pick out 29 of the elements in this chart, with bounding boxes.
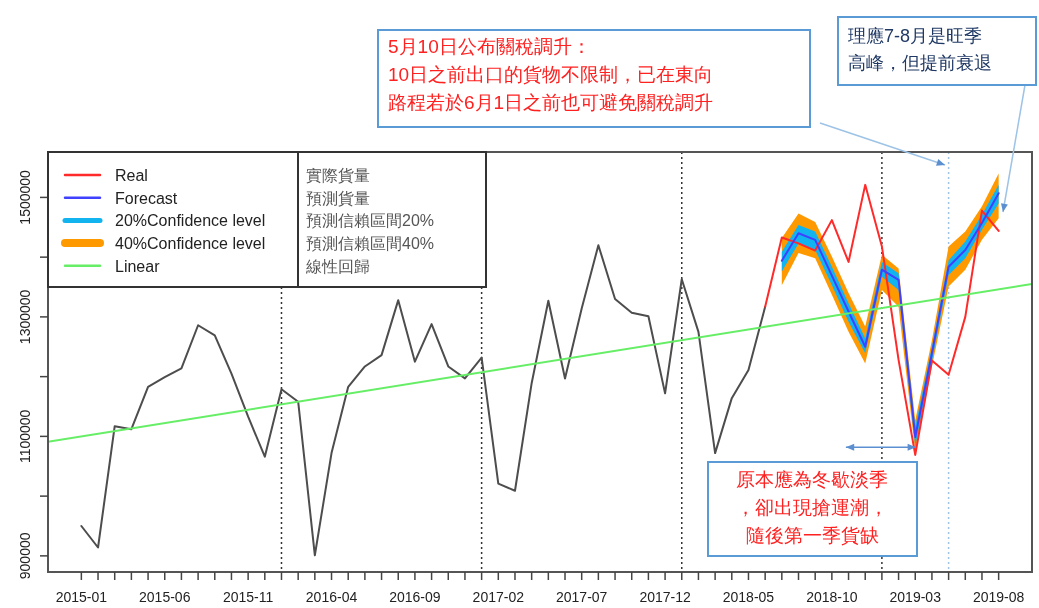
y-tick-label: 900000 <box>17 532 33 580</box>
x-tick-label: 2016-09 <box>389 589 441 605</box>
text: 5月10日公布關稅調升：10日之前出口的貨物不限制，已在東向路程若於6月1日之前也可避免關稅調升 <box>388 36 714 113</box>
text: 理應7-8月是旺季高峰，但提前衰退 <box>848 26 992 73</box>
annotation: 實際貨量 <box>306 167 370 184</box>
x-tick-label: 2017-12 <box>639 589 691 605</box>
legend-label: Real <box>115 167 148 184</box>
annotation: 預測信賴區間40% <box>306 235 435 253</box>
x-tick-label: 2015-06 <box>139 589 191 605</box>
x-tick-label: 2016-04 <box>305 589 358 605</box>
legend-label: Linear <box>115 257 161 275</box>
x-tick-label: 2017-02 <box>472 589 525 605</box>
annotation: 預測貨量 <box>306 189 370 207</box>
y-tick-label: 1300000 <box>17 289 33 345</box>
x-tick-label: 2018-05 <box>722 589 775 605</box>
x-tick-label: 2018-10 <box>806 589 858 605</box>
x-tick-label: 2015-01 <box>55 589 108 605</box>
annotation: 預測信賴區間20% <box>306 212 435 230</box>
annotation: 原本應為冬歇淡季，卻出現搶運潮，隨後第一季貨缺 <box>736 469 888 546</box>
x-tick-label: 2019-03 <box>889 589 942 605</box>
x-tick-label: 2019-08 <box>972 589 1025 605</box>
annotation: 線性回歸 <box>305 257 370 275</box>
y-tick-label: 1500000 <box>17 169 33 225</box>
x-tick-label: 2017-07 <box>556 589 608 605</box>
x-tick-label: 2015-11 <box>222 589 274 605</box>
legend-label: 20%Confidence level <box>115 212 266 230</box>
legend-label: 40%Confidence level <box>115 235 266 253</box>
y-tick-label: 1100000 <box>17 409 33 464</box>
legend-label: Forecast <box>115 189 178 207</box>
